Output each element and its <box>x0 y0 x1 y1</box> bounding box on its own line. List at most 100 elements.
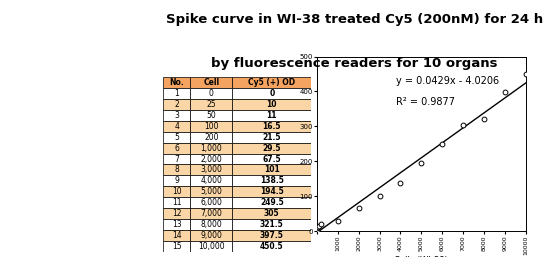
Text: 21.5: 21.5 <box>262 133 281 142</box>
Text: 0: 0 <box>209 89 214 98</box>
Text: 1,000: 1,000 <box>201 144 222 153</box>
Bar <box>191 153 232 164</box>
Point <box>459 123 467 127</box>
Point <box>522 72 530 76</box>
Text: y = 0.0429x - 4.0206: y = 0.0429x - 4.0206 <box>396 76 499 86</box>
Text: 10,000: 10,000 <box>198 242 225 251</box>
Point <box>317 222 326 226</box>
Text: 25: 25 <box>207 100 216 109</box>
Bar <box>232 164 311 175</box>
Bar <box>232 88 311 99</box>
Bar <box>163 143 191 153</box>
Text: by fluorescence readers for 10 organs: by fluorescence readers for 10 organs <box>211 57 498 70</box>
Text: Spike curve in WI-38 treated Cy5 (200nM) for 24 h: Spike curve in WI-38 treated Cy5 (200nM)… <box>165 13 543 26</box>
Text: 4,000: 4,000 <box>201 176 222 185</box>
Bar <box>163 219 191 230</box>
Bar <box>232 219 311 230</box>
Bar <box>232 208 311 219</box>
Point <box>480 117 489 121</box>
Bar <box>232 230 311 241</box>
Point <box>354 206 363 210</box>
Text: 0: 0 <box>269 89 275 98</box>
Text: 7,000: 7,000 <box>201 209 222 218</box>
Bar <box>232 186 311 197</box>
Bar <box>163 241 191 252</box>
Bar <box>191 175 232 186</box>
Bar <box>163 208 191 219</box>
Text: 10: 10 <box>266 100 277 109</box>
Text: 397.5: 397.5 <box>260 231 284 240</box>
Point <box>501 90 510 94</box>
Text: 249.5: 249.5 <box>260 198 284 207</box>
Text: 4: 4 <box>174 122 179 131</box>
Text: 194.5: 194.5 <box>260 187 284 196</box>
Point <box>375 194 384 198</box>
Text: 138.5: 138.5 <box>260 176 284 185</box>
Point <box>313 226 322 230</box>
Bar <box>163 164 191 175</box>
Bar <box>163 132 191 143</box>
X-axis label: Cells (WI-38): Cells (WI-38) <box>395 256 448 257</box>
Bar <box>191 186 232 197</box>
Text: 50: 50 <box>207 111 216 120</box>
Bar <box>163 197 191 208</box>
Bar <box>191 132 232 143</box>
Bar <box>232 197 311 208</box>
Bar <box>232 110 311 121</box>
Bar <box>191 208 232 219</box>
Bar <box>191 219 232 230</box>
Text: 2,000: 2,000 <box>201 154 222 163</box>
Text: 9,000: 9,000 <box>201 231 222 240</box>
Text: 14: 14 <box>172 231 182 240</box>
Bar <box>163 153 191 164</box>
Bar <box>191 110 232 121</box>
Text: 1: 1 <box>174 89 179 98</box>
Bar <box>191 164 232 175</box>
Bar <box>191 99 232 110</box>
Text: 5,000: 5,000 <box>201 187 222 196</box>
Text: 321.5: 321.5 <box>260 220 284 229</box>
Point <box>315 224 323 228</box>
Point <box>396 181 405 185</box>
Bar <box>191 121 232 132</box>
Bar <box>163 110 191 121</box>
Text: 12: 12 <box>172 209 181 218</box>
Bar <box>191 143 232 153</box>
Bar <box>163 186 191 197</box>
Text: 3: 3 <box>174 111 179 120</box>
Bar <box>163 99 191 110</box>
Text: No.: No. <box>169 78 184 87</box>
Text: 15: 15 <box>172 242 182 251</box>
Text: 100: 100 <box>204 122 219 131</box>
Text: Cell: Cell <box>203 78 219 87</box>
Point <box>312 229 321 233</box>
Text: 7: 7 <box>174 154 179 163</box>
Text: 13: 13 <box>172 220 182 229</box>
Text: 16.5: 16.5 <box>262 122 281 131</box>
Point <box>313 225 322 230</box>
Text: 6: 6 <box>174 144 179 153</box>
Bar <box>163 175 191 186</box>
Text: 2: 2 <box>174 100 179 109</box>
Text: 200: 200 <box>204 133 219 142</box>
Bar <box>232 153 311 164</box>
Bar <box>191 230 232 241</box>
Bar <box>232 175 311 186</box>
Text: 5: 5 <box>174 133 179 142</box>
Text: 450.5: 450.5 <box>260 242 284 251</box>
Bar <box>191 241 232 252</box>
Bar <box>163 77 191 88</box>
Text: 101: 101 <box>264 166 279 175</box>
Text: 8,000: 8,000 <box>201 220 222 229</box>
Text: R² = 0.9877: R² = 0.9877 <box>396 97 455 107</box>
Text: Cy5 (+) OD: Cy5 (+) OD <box>248 78 295 87</box>
Bar <box>163 230 191 241</box>
Bar <box>232 121 311 132</box>
Text: 10: 10 <box>172 187 182 196</box>
Bar <box>232 99 311 110</box>
Bar <box>232 77 311 88</box>
Text: 6,000: 6,000 <box>201 198 222 207</box>
Bar <box>163 121 191 132</box>
Point <box>438 142 447 146</box>
Bar <box>191 88 232 99</box>
